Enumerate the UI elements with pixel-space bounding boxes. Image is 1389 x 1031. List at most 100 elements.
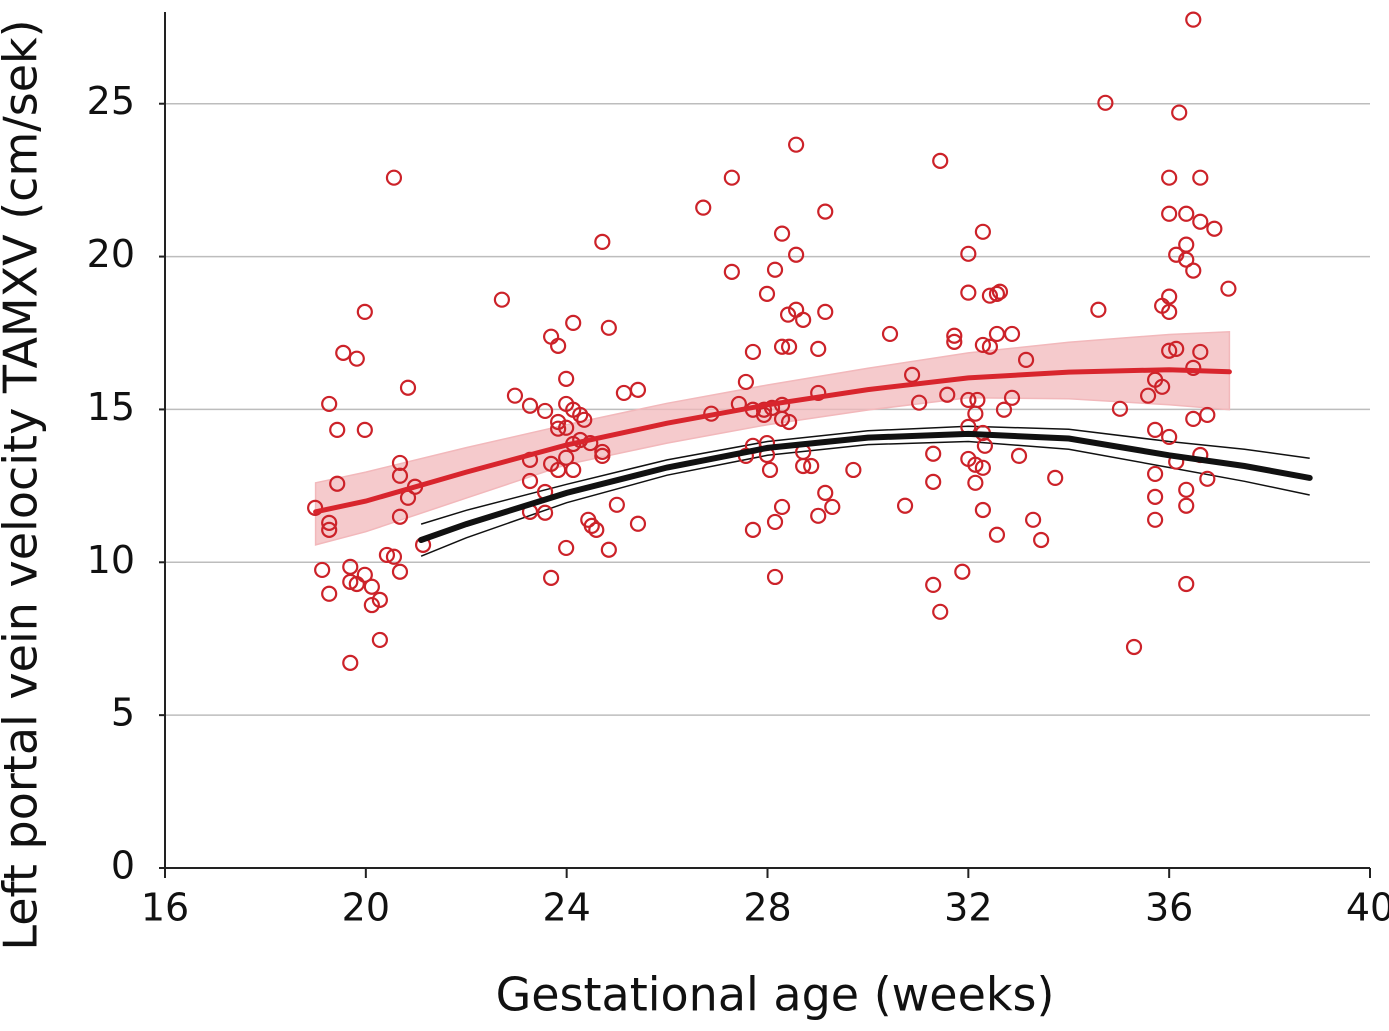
- data-point: [1168, 340, 1185, 357]
- data-point: [536, 402, 554, 420]
- data-point: [988, 526, 1006, 543]
- data-point: [1147, 488, 1164, 505]
- y-tick-label: 20: [87, 232, 135, 276]
- data-point: [695, 199, 712, 216]
- data-point: [335, 344, 352, 361]
- x-tick-label: 36: [1145, 886, 1193, 930]
- data-point: [946, 333, 963, 350]
- data-point: [946, 327, 963, 344]
- data-point: [348, 575, 365, 593]
- data-point: [1178, 236, 1195, 253]
- data-point: [810, 340, 827, 357]
- data-point: [1154, 378, 1171, 395]
- data-point: [363, 596, 380, 614]
- data-point: [391, 454, 409, 472]
- data-point: [1161, 428, 1178, 446]
- data-point: [788, 246, 805, 263]
- data-point: [600, 541, 617, 558]
- data-point: [723, 169, 740, 186]
- data-point: [758, 285, 776, 302]
- data-point: [565, 461, 582, 479]
- data-point: [981, 338, 999, 355]
- data-point: [1171, 104, 1188, 121]
- data-point: [795, 311, 812, 328]
- data-point: [391, 508, 409, 525]
- data-point: [558, 539, 575, 557]
- data-point: [1161, 342, 1178, 359]
- data-point: [803, 457, 820, 475]
- data-point: [600, 319, 617, 336]
- data-point: [342, 573, 359, 590]
- data-point: [1192, 169, 1209, 186]
- data-point: [723, 263, 740, 280]
- data-point: [988, 325, 1006, 343]
- data-point: [810, 384, 827, 402]
- data-point: [881, 325, 899, 343]
- data-point: [1178, 575, 1195, 593]
- data-point: [572, 406, 589, 424]
- data-point: [824, 498, 841, 516]
- data-point: [974, 459, 991, 476]
- data-point: [737, 373, 755, 391]
- data-point: [960, 284, 977, 301]
- y-tick-label: 0: [111, 844, 135, 888]
- data-point: [558, 449, 575, 466]
- data-point: [493, 291, 510, 308]
- data-point: [780, 338, 798, 355]
- data-point: [550, 337, 567, 354]
- data-point: [960, 245, 977, 262]
- x-axis-title: Gestational age (weeks): [496, 968, 1055, 1022]
- data-point: [939, 386, 956, 403]
- data-point: [744, 521, 762, 538]
- data-point: [1192, 343, 1209, 361]
- data-point: [356, 303, 373, 321]
- fit-line: [313, 367, 1232, 515]
- data-point: [558, 370, 575, 387]
- data-point: [385, 548, 403, 565]
- data-point: [1003, 325, 1021, 343]
- data-point: [1199, 470, 1216, 487]
- data-point: [1017, 351, 1035, 369]
- data-point: [780, 413, 798, 431]
- data-point: [773, 338, 791, 355]
- data-point: [755, 401, 773, 418]
- data-point: [954, 563, 971, 580]
- data-point: [576, 411, 593, 428]
- data-point: [974, 336, 991, 354]
- data-point: [608, 496, 625, 513]
- data-point: [960, 391, 977, 409]
- data-point: [348, 350, 365, 367]
- data-point: [773, 498, 791, 516]
- data-point: [932, 152, 949, 169]
- x-tick-label: 28: [743, 886, 791, 930]
- confidence-line: [420, 425, 1310, 525]
- data-point: [925, 576, 942, 594]
- data-point: [1139, 387, 1157, 404]
- x-tick-label: 24: [542, 886, 590, 930]
- data-point: [974, 501, 991, 519]
- data-point: [761, 461, 779, 479]
- data-point: [1025, 511, 1042, 528]
- data-point: [583, 517, 600, 535]
- data-point: [342, 654, 359, 671]
- data-point: [565, 314, 582, 332]
- data-point: [1185, 410, 1202, 428]
- data-point: [766, 261, 784, 278]
- data-point: [594, 233, 611, 250]
- data-point: [378, 546, 396, 564]
- data-point: [795, 457, 812, 475]
- data-point: [506, 387, 524, 404]
- data-point: [1003, 389, 1021, 406]
- confidence-line: [420, 440, 1310, 557]
- data-point: [536, 504, 554, 521]
- data-point: [1178, 205, 1195, 222]
- data-point: [773, 225, 791, 242]
- data-point: [356, 421, 373, 439]
- data-point: [329, 475, 346, 492]
- data-point: [1206, 220, 1223, 237]
- data-point: [766, 513, 784, 531]
- data-point: [321, 395, 338, 413]
- data-point: [995, 401, 1013, 418]
- data-point: [1147, 465, 1164, 483]
